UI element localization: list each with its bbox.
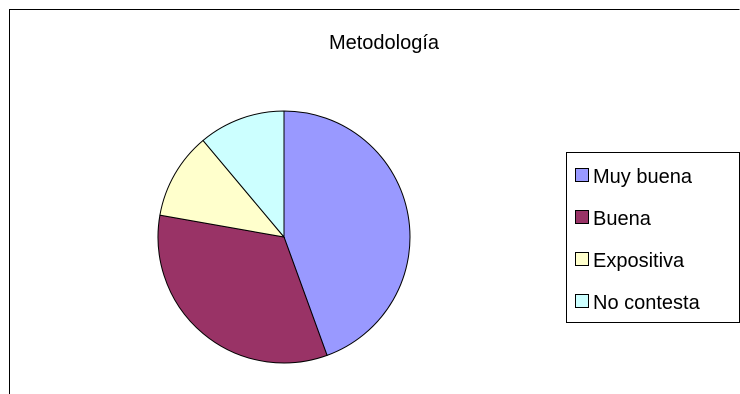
legend-swatch-expositiva [575, 252, 589, 266]
legend-label-muy-buena: Muy buena [593, 166, 693, 188]
legend-swatch-buena [575, 210, 589, 224]
legend-label-no-contesta: No contesta [593, 292, 701, 314]
pie-slice-no-contesta [202, 110, 285, 239]
legend-label-expositiva: Expositiva [593, 250, 685, 272]
chart-frame [9, 9, 740, 394]
legend-box [566, 152, 740, 323]
pie-slice-muy-buena [283, 110, 411, 357]
legend-label-buena: Buena [593, 208, 652, 230]
chart-title: Metodología [329, 32, 440, 54]
pie [157, 110, 411, 364]
pie-slice-buena [157, 214, 328, 364]
legend-swatch-muy-buena [575, 168, 589, 182]
legend-swatch-no-contesta [575, 294, 589, 308]
pie-slice-expositiva [159, 139, 286, 238]
legend: Muy buena Buena Expositiva No contesta [575, 166, 701, 314]
